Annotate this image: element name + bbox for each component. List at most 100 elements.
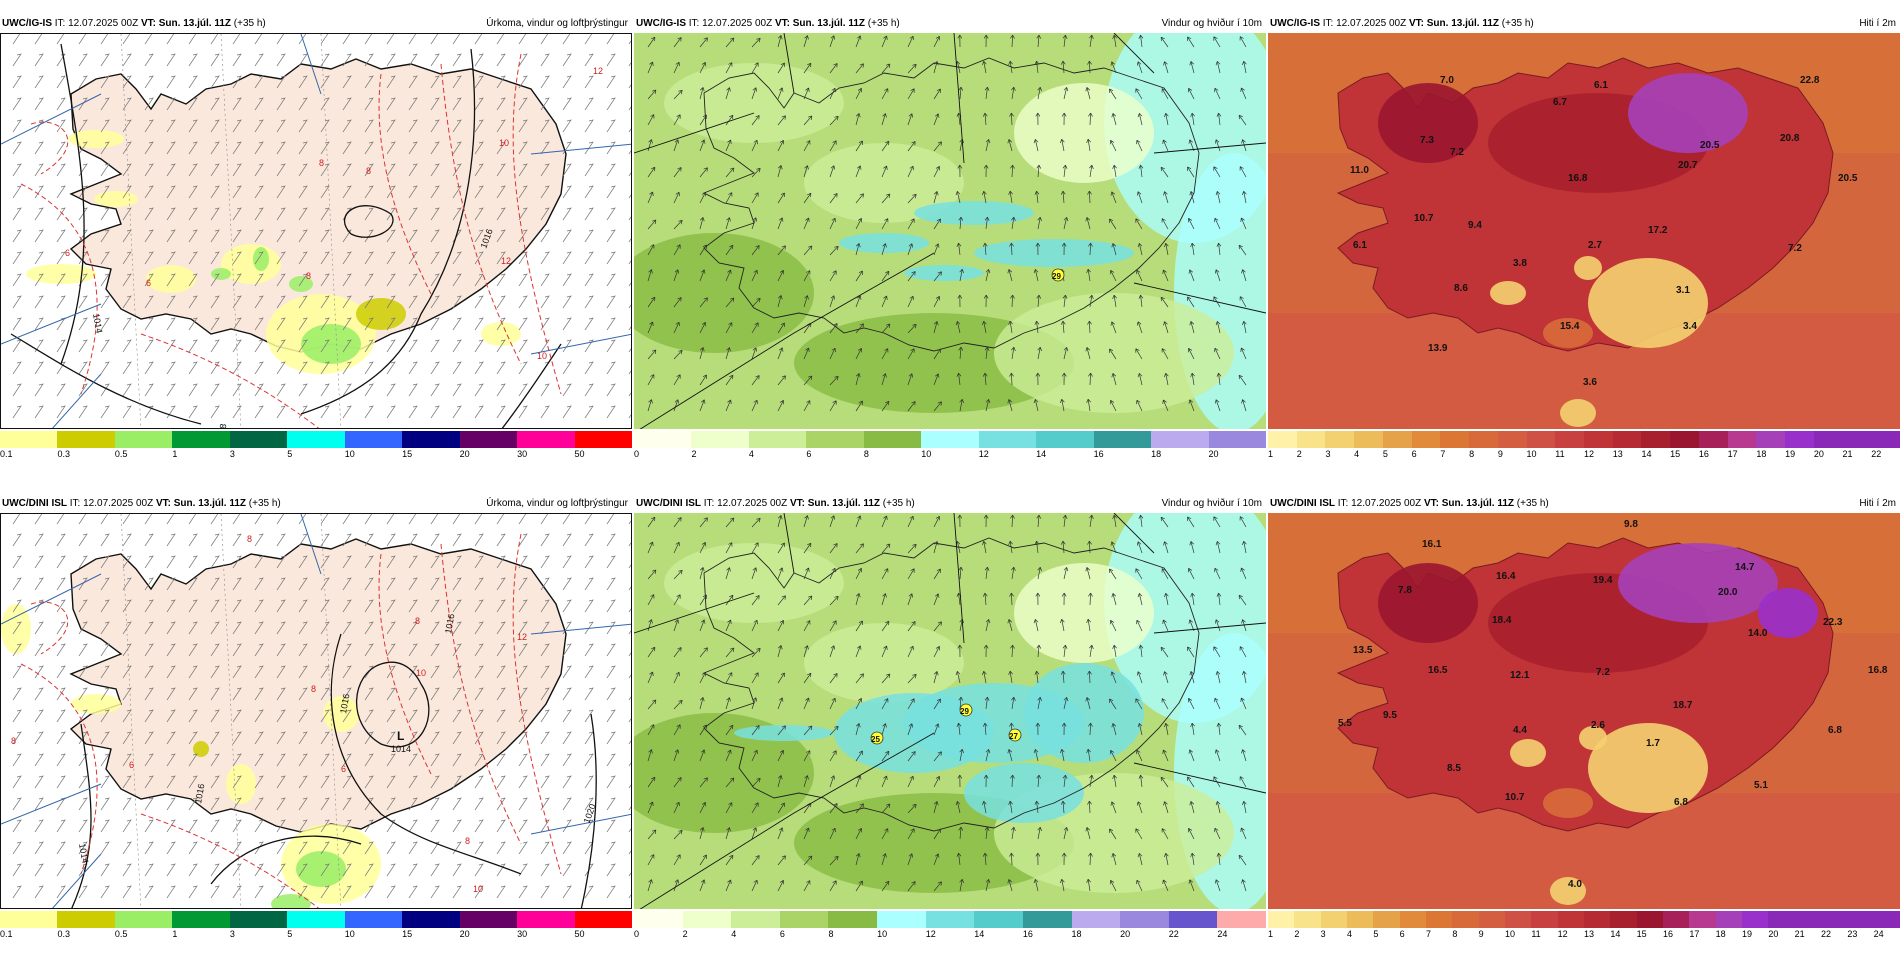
colorbar-tick: 0 (634, 929, 639, 939)
colorbar-swatch (1383, 431, 1412, 448)
temperature-label: 5.1 (1754, 780, 1768, 791)
lead-time: (+35 h) (868, 18, 900, 29)
temperature-label: 8.6 (1454, 283, 1468, 294)
colorbar-tick: 7 (1426, 929, 1431, 939)
temp-panel-dini: UWC/DINI ISL IT: 12.07.2025 00Z VT: Sun.… (1268, 495, 1900, 957)
colorbar-tick: 13 (1584, 929, 1594, 939)
temperature-label: 3.4 (1683, 321, 1697, 332)
temperature-label: 12.1 (1510, 670, 1530, 681)
colorbar-swatch (691, 431, 749, 448)
colorbar-swatch (1584, 431, 1613, 448)
colorbar-tick: 22 (1871, 449, 1881, 459)
model-name: UWC/DINI ISL (1270, 498, 1335, 509)
colorbar-swatch (1663, 911, 1690, 928)
colorbar-swatch (1151, 431, 1209, 448)
colorbar-swatch (806, 431, 864, 448)
temperature-label: 5.5 (1338, 718, 1352, 729)
colorbar-tick: 3 (1321, 929, 1326, 939)
temperature-label: 16.4 (1496, 571, 1516, 582)
contour-label: 12 (501, 256, 511, 266)
temperature-label: 10.7 (1505, 792, 1525, 803)
colorbar-swatch (1094, 431, 1152, 448)
temperature-label: 7.2 (1450, 147, 1464, 158)
colorbar-tick: 0.5 (115, 929, 128, 939)
init-time: 12.07.2025 00Z (1336, 18, 1406, 29)
colorbar-tick: 8 (864, 449, 869, 459)
colorbar-tick: 24 (1874, 929, 1884, 939)
temperature-label: 18.7 (1673, 700, 1693, 711)
colorbar-swatch (877, 911, 926, 928)
colorbar-tick: 12 (926, 929, 936, 939)
gust-marker: 25 (871, 732, 883, 744)
colorbar-swatch (974, 911, 1023, 928)
colorbar-swatch (1325, 431, 1354, 448)
colorbar-swatch (0, 431, 58, 448)
colorbar-tick: 24 (1217, 929, 1227, 939)
colorbar-tick: 1 (1268, 449, 1273, 459)
colorbar-tick: 16 (1023, 929, 1033, 939)
temperature-label: 4.4 (1513, 725, 1527, 736)
temperature-label: 16.8 (1868, 665, 1888, 676)
colorbar-swatch (575, 911, 633, 928)
colorbar-swatch (1347, 911, 1374, 928)
temperature-label: 8.5 (1447, 763, 1461, 774)
panel-title: Hiti í 2m (1859, 15, 1896, 33)
colorbar-swatch (1479, 911, 1506, 928)
colorbar-tick: 0.3 (57, 929, 70, 939)
colorbar-swatch (57, 431, 115, 448)
colorbar-tick: 0.5 (115, 449, 128, 459)
svg-text:27: 27 (1009, 732, 1018, 741)
temperature-label: 18.4 (1492, 615, 1512, 626)
colorbar-swatch (1637, 911, 1664, 928)
temperature-label: 7.2 (1596, 667, 1610, 678)
colorbar-swatch (345, 911, 403, 928)
colorbar-tick: 6 (780, 929, 785, 939)
colorbar-tick: 3 (230, 449, 235, 459)
colorbar-tick: 10 (345, 449, 355, 459)
colorbar-swatch (1036, 431, 1094, 448)
temperature-label: 7.0 (1440, 75, 1454, 86)
colorbar-tick: 1 (1268, 929, 1273, 939)
contour-label: 8 (311, 684, 316, 694)
colorbar-tick: 20 (1814, 449, 1824, 459)
colorbar-swatch (1689, 911, 1716, 928)
contour-label: 10 (537, 351, 547, 361)
colorbar-tick: 1 (172, 929, 177, 939)
colorbar-tick: 12 (979, 449, 989, 459)
contour-label: 8 (319, 158, 324, 168)
init-time: 12.07.2025 00Z (1351, 498, 1421, 509)
colorbar-swatch (1641, 431, 1670, 448)
colorbar-swatch (1699, 431, 1728, 448)
precip-panel-igis: UWC/IG-IS IT: 12.07.2025 00Z VT: Sun. 13… (0, 15, 632, 477)
colorbar-swatch (1217, 911, 1266, 928)
colorbar-tick: 17 (1689, 929, 1699, 939)
colorbar-tick: 21 (1795, 929, 1805, 939)
colorbar-tick: 6 (806, 449, 811, 459)
lead-time: (+35 h) (234, 18, 266, 29)
colorbar-tick: 5 (1383, 449, 1388, 459)
colorbar-swatch (1072, 911, 1121, 928)
panel-title: Úrkoma, vindur og loftþrýstingur (486, 15, 628, 33)
colorbar-swatch (1498, 431, 1527, 448)
colorbar-tick: 20 (1120, 929, 1130, 939)
temperature-label: 6.7 (1553, 97, 1567, 108)
contour-label: 8 (11, 736, 16, 746)
temperature-label: 9.8 (1624, 519, 1638, 530)
temperature-label: 17.2 (1648, 225, 1668, 236)
temperature-label: 7.3 (1420, 135, 1434, 146)
colorbar-tick: 20 (460, 449, 470, 459)
contour-label: 6 (146, 278, 151, 288)
colorbar-swatch (749, 431, 807, 448)
colorbar-tick: 22 (1169, 929, 1179, 939)
colorbar-swatch (1728, 431, 1757, 448)
contour-label: 12 (593, 66, 603, 76)
colorbar-tick: 9 (1479, 929, 1484, 939)
colorbar-tick: 14 (1036, 449, 1046, 459)
colorbar-swatch (402, 431, 460, 448)
colorbar-swatch (1821, 911, 1848, 928)
colorbar-swatch (921, 431, 979, 448)
colorbar-swatch (1610, 911, 1637, 928)
panel-header: UWC/DINI ISL IT: 12.07.2025 00Z VT: Sun.… (1268, 495, 1900, 513)
